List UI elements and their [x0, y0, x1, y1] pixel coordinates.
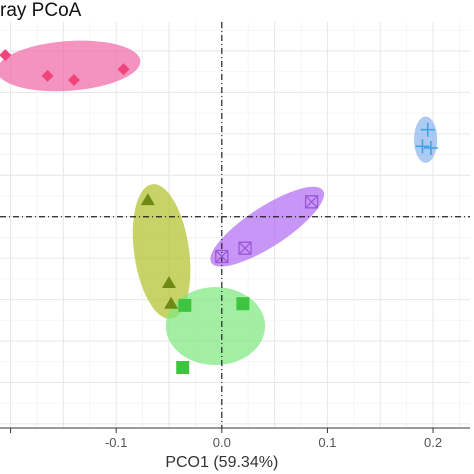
group-ellipse-square-x	[210, 186, 325, 267]
data-point-diamond	[0, 49, 12, 62]
data-point-diamond	[67, 74, 80, 86]
group-ellipse-triangle	[132, 184, 191, 319]
data-point-square-x	[304, 195, 319, 209]
group-ellipse-diamond	[0, 40, 141, 92]
x-tick-label: -0.1	[105, 435, 127, 450]
data-point-plus	[423, 140, 438, 155]
data-point-square	[236, 297, 250, 311]
chart-title: ray PCoA	[0, 0, 82, 21]
data-point-triangle	[161, 276, 176, 288]
x-tick-label: 0.1	[318, 435, 336, 450]
reference-lines	[0, 22, 470, 428]
data-point-square	[178, 298, 192, 312]
group-ellipses	[0, 40, 438, 366]
data-point-triangle	[164, 296, 179, 309]
data-points	[0, 49, 438, 375]
group-ellipse-plus	[414, 116, 438, 163]
x-tick-label: 0.0	[213, 435, 231, 450]
data-point-triangle	[140, 193, 155, 206]
x-axis-label: PCO1 (59.34%)	[165, 454, 278, 471]
data-point-diamond	[117, 63, 130, 76]
group-ellipse-square	[165, 287, 266, 366]
data-point-plus	[420, 122, 435, 137]
data-point-plus	[415, 139, 430, 154]
data-point-diamond	[41, 69, 54, 82]
data-point-square-x	[215, 249, 229, 264]
data-point-square-x	[238, 241, 252, 255]
data-point-square	[176, 361, 190, 375]
x-tick-label: 0.2	[424, 435, 442, 450]
x-axis-ticks: -0.1 0.0 0.1 0.2	[10, 428, 442, 450]
